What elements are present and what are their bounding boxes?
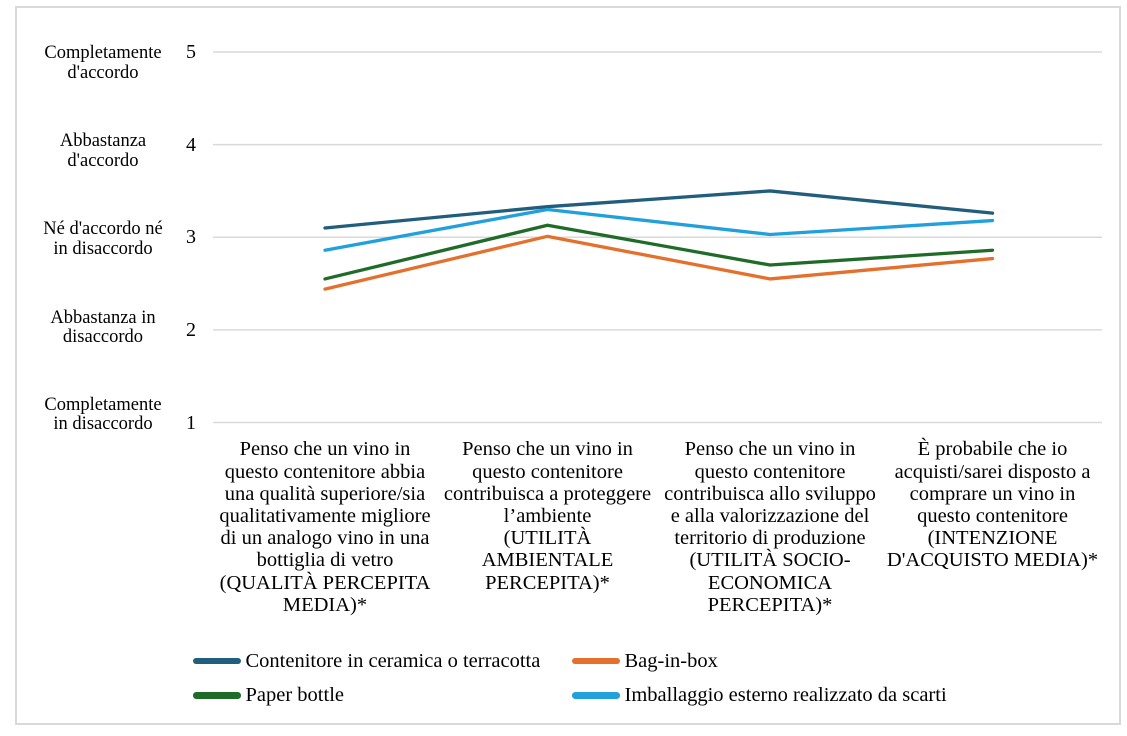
y-tick-2: 2 [186,318,196,341]
series-lines [323,189,995,291]
series-line-3 [323,223,995,281]
legend-label-bag-in-box: Bag-in-box [624,649,718,672]
legend-label-scarti: Imballaggio esterno realizzato da scarti [624,684,947,706]
y-scale-label-1: Completamente in disaccordo [44,394,162,435]
y-scale-label-5: Completamente d'accordo [44,43,162,83]
x-category-label-1: Penso che un vino in questo contenitore … [219,438,431,616]
x-category-label-3: Penso che un vino in questo contenitore … [664,438,876,616]
legend-marker-scarti [572,692,620,699]
series-line-4 [323,207,995,252]
legend-marker-ceramica [193,657,241,665]
y-tick-5: 5 [186,41,196,63]
y-scale-label-2: Abbastanza in disaccordo [50,307,156,347]
legend-label-ceramica: Contenitore in ceramica o terracotta [245,649,541,672]
x-category-label-2: Penso che un vino in questo contenitore … [443,438,652,594]
y-tick-4: 4 [186,133,196,156]
y-scale-label-4: Abbastanza d'accordo [59,131,147,171]
series-line-1 [323,189,995,230]
legend-marker-paper-bottle [193,692,241,699]
legend-label-paper-bottle: Paper bottle [245,684,345,706]
legend-marker-bag-in-box [572,657,620,665]
chart-border [15,6,1121,725]
x-category-label-4: È probabile che io acquisti/sarei dispos… [886,438,1099,572]
y-tick-3: 3 [186,226,196,249]
y-scale-label-3: Né d'accordo né in disaccordo [43,219,163,259]
series-line-2 [323,234,995,291]
y-tick-1: 1 [186,411,196,434]
gridlines [213,51,1102,424]
